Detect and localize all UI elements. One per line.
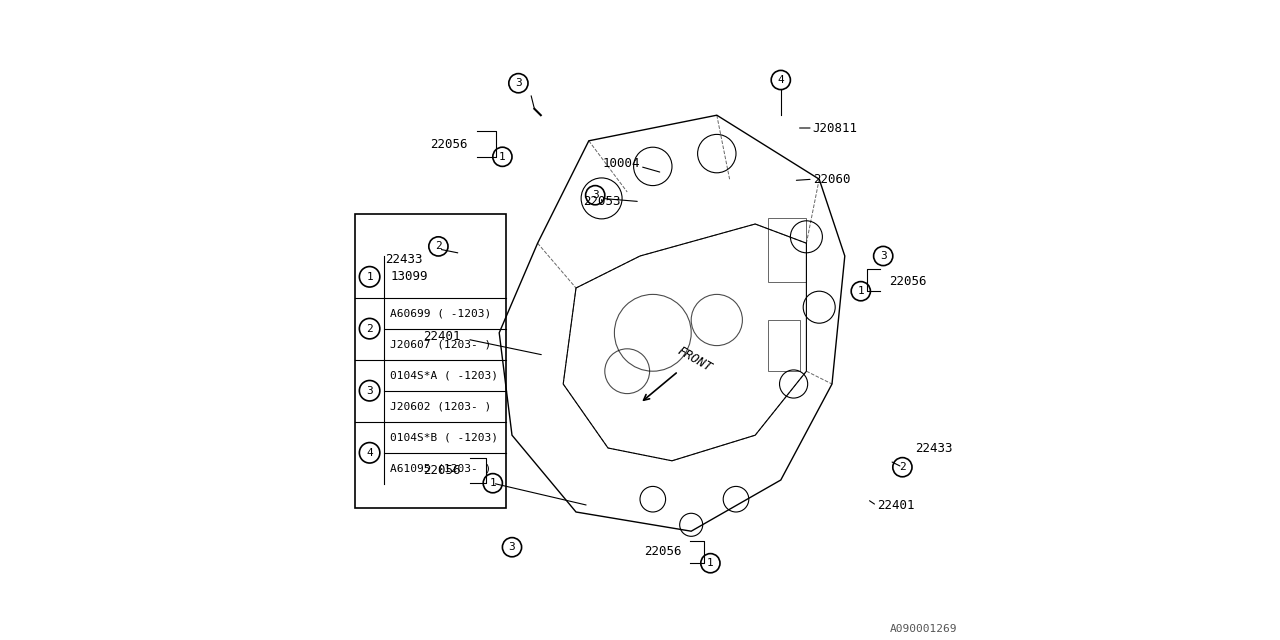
Text: 2: 2 [899, 462, 906, 472]
Text: 22056: 22056 [644, 545, 681, 558]
Text: 10004: 10004 [603, 157, 640, 170]
Text: 22401: 22401 [877, 499, 914, 512]
Text: 3: 3 [515, 78, 522, 88]
Bar [356, 214, 506, 508]
Bar [768, 320, 800, 371]
Text: A60699 ( -1203): A60699 ( -1203) [390, 308, 492, 318]
Text: A090001269: A090001269 [890, 623, 957, 634]
Text: J20607 (1203- ): J20607 (1203- ) [390, 339, 492, 349]
Text: 1: 1 [499, 152, 506, 162]
Text: 22056: 22056 [430, 138, 467, 150]
Text: 3: 3 [879, 251, 887, 261]
Text: 3: 3 [591, 190, 599, 200]
Text: 22053: 22053 [584, 195, 621, 208]
Text: 0104S*A ( -1203): 0104S*A ( -1203) [390, 370, 498, 380]
Text: 22433: 22433 [915, 442, 952, 454]
Text: 3: 3 [508, 542, 516, 552]
Text: J20811: J20811 [813, 122, 858, 134]
Text: 2: 2 [366, 324, 372, 333]
Text: 2: 2 [435, 241, 442, 252]
Text: 1: 1 [489, 478, 497, 488]
Text: 1: 1 [858, 286, 864, 296]
Text: 1: 1 [366, 272, 372, 282]
Text: 22401: 22401 [424, 330, 461, 342]
Text: 0104S*B ( -1203): 0104S*B ( -1203) [390, 432, 498, 442]
Text: 4: 4 [366, 448, 372, 458]
Text: 22056: 22056 [890, 275, 927, 288]
Text: A61095 (1203- ): A61095 (1203- ) [390, 463, 492, 474]
Text: 13099: 13099 [390, 270, 428, 284]
Bar [768, 218, 806, 282]
Text: 3: 3 [366, 386, 372, 396]
Text: 22056: 22056 [424, 464, 461, 477]
Text: 4: 4 [777, 75, 785, 85]
Text: 22433: 22433 [385, 253, 422, 266]
Text: J20602 (1203- ): J20602 (1203- ) [390, 401, 492, 412]
Text: FRONT: FRONT [676, 344, 714, 374]
Text: 22060: 22060 [813, 173, 850, 186]
Text: 1: 1 [707, 558, 714, 568]
